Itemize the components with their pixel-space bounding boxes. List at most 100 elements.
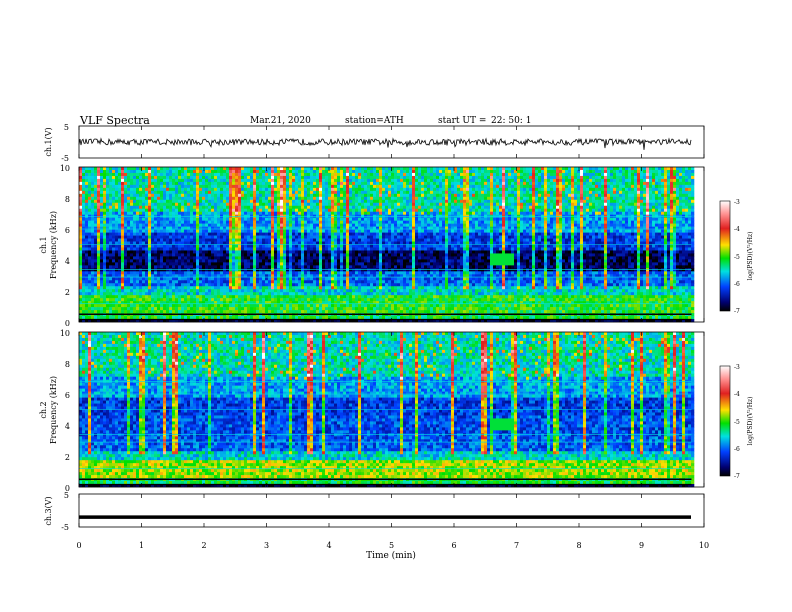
- spectrogram-cell: [160, 301, 164, 305]
- spectrogram-cell: [181, 196, 185, 201]
- spectrogram-cell: [274, 289, 278, 293]
- spectrogram-cell: [208, 292, 212, 296]
- spectrogram-cell: [349, 268, 353, 272]
- spectrogram-cell: [124, 274, 128, 278]
- spectrogram-cell: [202, 181, 206, 186]
- spectrogram-cell: [271, 244, 275, 248]
- spectrogram-cell: [115, 238, 119, 242]
- spectrogram-cell: [175, 298, 179, 302]
- spectrogram-cell: [271, 211, 275, 215]
- spectrogram-cell: [331, 187, 335, 192]
- spectrogram-cell: [277, 175, 281, 180]
- spectrogram-cell: [331, 235, 335, 239]
- spectrogram-cell: [100, 211, 104, 215]
- spectrogram-cell: [82, 253, 86, 257]
- spectrogram-cell: [325, 289, 329, 293]
- spectrogram-cell: [157, 208, 161, 213]
- spectrogram-cell: [181, 304, 185, 308]
- spectrogram-cell: [232, 196, 236, 201]
- spectrogram-cell: [190, 211, 194, 215]
- spectrogram-cell: [322, 319, 326, 323]
- spectrogram-cell: [358, 238, 362, 242]
- spectrogram-cell: [205, 307, 209, 311]
- spectrogram-cell: [175, 295, 179, 299]
- spectrogram-cell: [292, 295, 296, 299]
- spectrogram-cell: [352, 271, 356, 275]
- spectrogram-cell: [337, 247, 341, 251]
- spectrogram-cell: [172, 193, 176, 198]
- spectrogram-cell: [247, 256, 251, 260]
- spectrogram-cell: [217, 235, 221, 239]
- spectrogram-cell: [82, 289, 86, 293]
- spectrogram-cell: [277, 217, 281, 221]
- spectrogram-cell: [193, 238, 197, 242]
- spectrogram-cell: [289, 286, 293, 290]
- spectrogram-cell: [175, 208, 179, 213]
- spectrogram-cell: [289, 241, 293, 245]
- spectrogram-cell: [289, 316, 293, 320]
- spectrogram-cell: [253, 280, 257, 284]
- spectrogram-cell: [160, 208, 164, 213]
- spectrogram-cell: [166, 235, 170, 239]
- spectrogram-cell: [88, 310, 92, 314]
- spectrogram-cell: [223, 319, 227, 323]
- spectrogram-cell: [274, 262, 278, 266]
- spectrogram-cell: [334, 220, 338, 224]
- spectrogram-cell: [226, 172, 230, 177]
- spectrogram-cell: [121, 304, 125, 308]
- spectrogram-cell: [202, 265, 206, 269]
- spectrogram-cell: [328, 316, 332, 320]
- spectrogram-cell: [208, 274, 212, 278]
- spectrogram-cell: [85, 241, 89, 245]
- spectrogram-cell: [259, 229, 263, 233]
- spectrogram-cell: [166, 286, 170, 290]
- spectrogram-cell: [109, 229, 113, 233]
- spectrogram-cell: [355, 274, 359, 278]
- spectrogram-cell: [136, 223, 140, 227]
- spectrogram-cell: [301, 244, 305, 248]
- spectrogram-cell: [331, 232, 335, 236]
- spectrogram-cell: [115, 316, 119, 320]
- spectrogram-cell: [175, 274, 179, 278]
- spectrogram-cell: [163, 229, 167, 233]
- spectrogram-cell: [271, 253, 275, 257]
- spectrogram-cell: [337, 187, 341, 192]
- spectrogram-cell: [301, 298, 305, 302]
- spectrogram-cell: [325, 262, 329, 266]
- spectrogram-cell: [136, 301, 140, 305]
- spectrogram-cell: [232, 262, 236, 266]
- spectrogram-cell: [211, 232, 215, 236]
- spectrogram-cell: [322, 307, 326, 311]
- spectrogram-cell: [181, 253, 185, 257]
- spectrogram-cell: [259, 253, 263, 257]
- spectrogram-cell: [166, 292, 170, 296]
- spectrogram-cell: [205, 211, 209, 215]
- spectrogram-cell: [310, 301, 314, 305]
- spectrogram-cell: [130, 253, 134, 257]
- spectrogram-cell: [241, 205, 245, 210]
- spectrogram-cell: [151, 298, 155, 302]
- spectrogram-cell: [289, 250, 293, 254]
- spectrogram-cell: [343, 193, 347, 198]
- spectrogram-cell: [97, 277, 101, 281]
- spectrogram-cell: [226, 295, 230, 299]
- spectrogram-cell: [304, 259, 308, 263]
- spectrogram-cell: [148, 172, 152, 177]
- spectrogram-cell: [106, 167, 110, 171]
- spectrogram-cell: [172, 298, 176, 302]
- spectrogram-cell: [361, 202, 365, 207]
- spectrogram-cell: [316, 253, 320, 257]
- spectrogram-cell: [142, 202, 146, 207]
- spectrogram-cell: [310, 265, 314, 269]
- spectrogram-cell: [172, 238, 176, 242]
- spectrogram-cell: [103, 223, 107, 227]
- spectrogram-cell: [277, 265, 281, 269]
- spectrogram-cell: [109, 220, 113, 224]
- spectrogram-cell: [349, 229, 353, 233]
- spectrogram-cell: [193, 283, 197, 287]
- spectrogram-cell: [130, 190, 134, 195]
- spectrogram-cell: [160, 307, 164, 311]
- spectrogram-cell: [172, 301, 176, 305]
- spectrogram-cell: [280, 250, 284, 254]
- spectrogram-cell: [211, 184, 215, 189]
